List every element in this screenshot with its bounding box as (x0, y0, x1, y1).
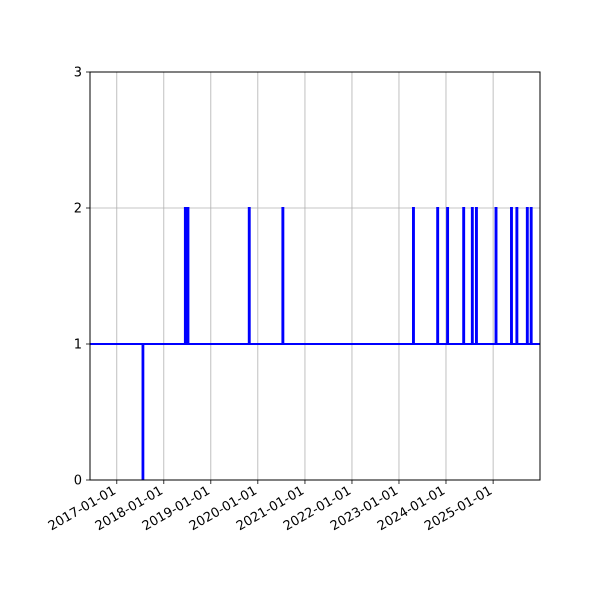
series-layer (90, 207, 540, 480)
y-tick-label: 2 (74, 202, 82, 217)
y-tick-label: 3 (74, 66, 82, 81)
y-tick-label: 1 (74, 338, 82, 353)
y-tick-label: 0 (74, 474, 82, 489)
plot-frame (89, 71, 541, 481)
y-axis: 0 1 2 3 (74, 66, 90, 489)
series-line (90, 207, 540, 480)
